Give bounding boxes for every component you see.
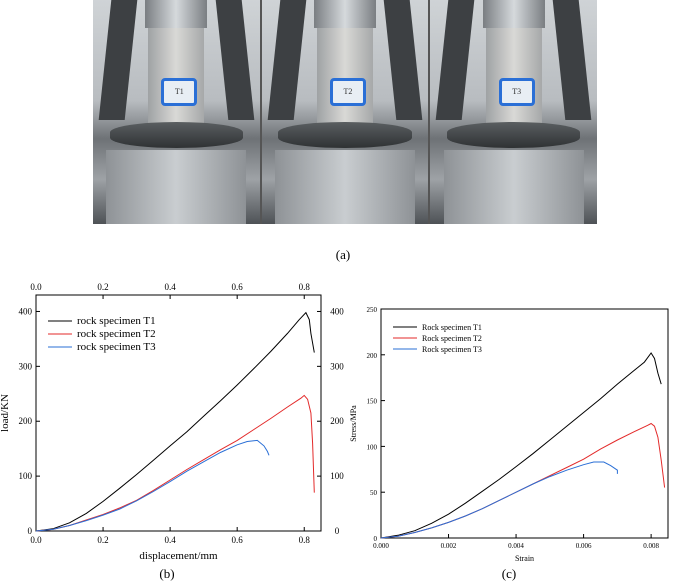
x-tick-label: 0.6	[232, 535, 244, 545]
plot-frame	[380, 308, 669, 539]
y-tick-label: 200	[367, 352, 378, 360]
legend-label-1: rock specimen T1	[77, 315, 156, 327]
y-tick-label: 150	[367, 398, 378, 406]
top-tick-label: 0.6	[232, 282, 244, 292]
y-tick-label: 0	[374, 535, 378, 543]
x-tick-label: 0.4	[164, 535, 176, 545]
legend-label-3: rock specimen T3	[77, 341, 156, 353]
x-tick-label: 0.000	[373, 542, 389, 550]
legend-label-2: rock specimen T2	[77, 328, 156, 340]
x-tick-label: 0.002	[441, 542, 457, 550]
x-axis-label: displacement/mm	[139, 550, 218, 562]
y-tick-label: 250	[367, 306, 378, 314]
top-tick-label: 0.2	[97, 282, 108, 292]
loading-piston	[145, 0, 208, 28]
y-tick-label: 100	[367, 443, 378, 451]
x-tick-label: 0.8	[299, 535, 311, 545]
machine-base	[275, 150, 415, 224]
platen	[278, 122, 412, 148]
caption-b: (b)	[159, 566, 175, 581]
x-tick-label: 0.006	[576, 542, 592, 550]
plot-frame	[35, 294, 322, 532]
y-tick-label: 200	[19, 416, 33, 426]
specimen-tag: T2	[330, 78, 366, 106]
loading-piston	[482, 0, 545, 28]
right-tick-label: 200	[330, 416, 344, 426]
caption-c: (c)	[501, 566, 517, 581]
series-line-2	[380, 422, 666, 539]
series-line-1	[35, 311, 315, 532]
legend-label-2: Rock specimen T2	[422, 334, 482, 343]
specimen-tag: T1	[161, 78, 198, 106]
top-tick-label: 0.0	[30, 282, 42, 292]
loading-piston	[314, 0, 376, 28]
y-tick-label: 100	[19, 471, 33, 481]
caption-a: (a)	[335, 247, 351, 262]
specimen-photo-t2: T2	[261, 0, 429, 224]
series-line-3	[380, 461, 618, 539]
x-tick-label: 0.2	[97, 535, 108, 545]
specimen-photo-strip: T1 T2 T3	[93, 0, 598, 224]
series-line-3	[35, 439, 270, 532]
y-tick-label: 300	[19, 361, 33, 371]
machine-base	[443, 150, 584, 224]
specimen-photo-t3: T3	[430, 0, 598, 224]
top-tick-label: 0.8	[299, 282, 311, 292]
legend-label-1: Rock specimen T1	[422, 323, 482, 332]
platen	[447, 122, 581, 148]
y-tick-label: 50	[370, 489, 378, 497]
y-tick-label: 400	[19, 306, 33, 316]
right-tick-label: 300	[330, 361, 344, 371]
y-tick-label: 0	[28, 526, 33, 536]
x-tick-label: 0.0	[30, 535, 42, 545]
y-axis-label: load/KN	[0, 394, 11, 432]
x-tick-label: 0.004	[508, 542, 524, 550]
legend-label-3: Rock specimen T3	[422, 345, 482, 354]
top-tick-label: 0.4	[164, 282, 176, 292]
specimen-tag: T3	[498, 78, 535, 106]
right-tick-label: 100	[330, 471, 344, 481]
right-tick-label: 400	[330, 306, 344, 316]
x-tick-label: 0.008	[643, 542, 659, 550]
specimen-photo-t1: T1	[93, 0, 260, 224]
right-tick-label: 0	[335, 526, 340, 536]
machine-base	[106, 150, 247, 224]
x-axis-label: Strain	[515, 554, 534, 563]
series-line-2	[35, 394, 315, 532]
series-line-1	[380, 352, 662, 539]
y-axis-label: Stress/MPa	[349, 405, 358, 442]
platen	[109, 122, 243, 148]
